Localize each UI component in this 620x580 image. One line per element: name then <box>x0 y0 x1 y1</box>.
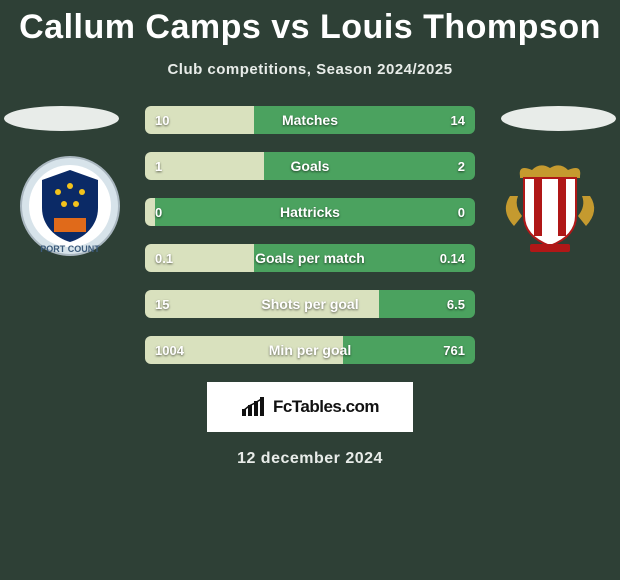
bar-label: Min per goal <box>145 342 475 358</box>
page-title: Callum Camps vs Louis Thompson <box>0 0 620 47</box>
date-text: 12 december 2024 <box>0 450 620 468</box>
stat-row: 10Matches14 <box>145 106 475 134</box>
stat-row: 0Hattricks0 <box>145 198 475 226</box>
bar-value-right: 0 <box>458 205 475 220</box>
stat-row: 1004Min per goal761 <box>145 336 475 364</box>
bar-label: Goals per match <box>145 250 475 266</box>
bar-label: Hattricks <box>145 204 475 220</box>
bar-label: Goals <box>145 158 475 174</box>
stat-row: 15Shots per goal6.5 <box>145 290 475 318</box>
bar-label: Matches <box>145 112 475 128</box>
comparison-area: PORT COUNT 10Matches141Goals20Hattricks0… <box>0 106 620 364</box>
branding-icon <box>241 397 267 417</box>
bar-value-right: 6.5 <box>447 297 475 312</box>
subtitle: Club competitions, Season 2024/2025 <box>0 61 620 78</box>
bars-container: 10Matches14 1Goals2 0Hattricks0 0.1Goals pe… <box>145 106 475 364</box>
team-crest-right <box>500 156 600 256</box>
crest-right-icon <box>500 156 600 256</box>
shadow-oval-right <box>501 106 616 131</box>
bar-value-right: 14 <box>451 113 475 128</box>
branding-text: FcTables.com <box>273 397 379 417</box>
bar-value-right: 2 <box>458 159 475 174</box>
branding-badge: FcTables.com <box>207 382 413 432</box>
shadow-oval-left <box>4 106 119 131</box>
bar-value-right: 0.14 <box>440 251 475 266</box>
bar-value-right: 761 <box>443 343 475 358</box>
stat-row: 0.1Goals per match0.14 <box>145 244 475 272</box>
stat-row: 1Goals2 <box>145 152 475 180</box>
crest-left-icon: PORT COUNT <box>20 156 120 256</box>
bar-label: Shots per goal <box>145 296 475 312</box>
svg-text:PORT COUNT: PORT COUNT <box>40 244 100 254</box>
team-crest-left: PORT COUNT <box>20 156 120 256</box>
